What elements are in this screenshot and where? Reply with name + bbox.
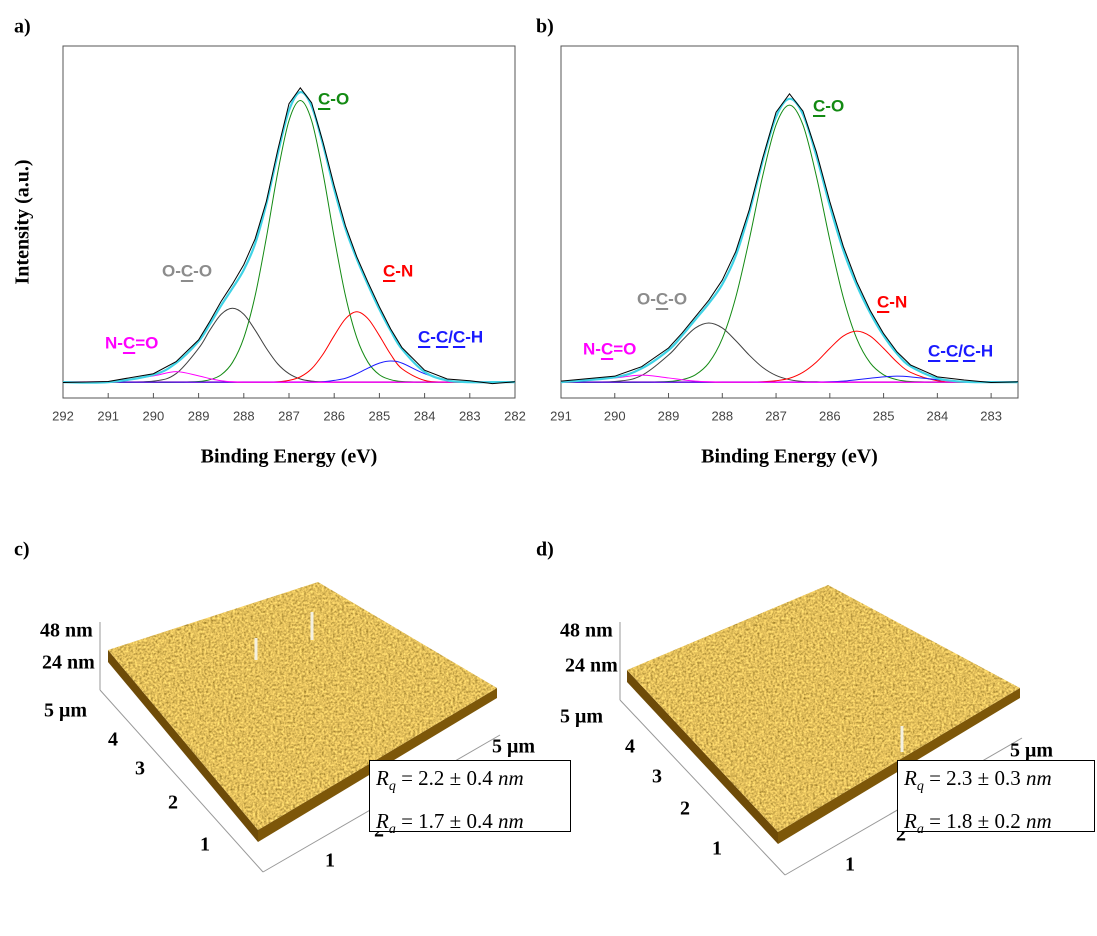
panel-label: d) <box>536 539 554 561</box>
roughness-subscript: a <box>916 822 924 838</box>
x-tick-label: 283 <box>459 408 481 423</box>
afm-surface <box>627 585 1020 832</box>
roughness-symbol: R <box>904 766 917 790</box>
roughness-subscript: a <box>388 822 396 838</box>
roughness-value: = 2.2 ± 0.4 <box>401 766 493 790</box>
y-axis-label: 1 <box>200 834 210 856</box>
component-label: O-C-O <box>637 289 687 308</box>
panel-label: b) <box>536 16 554 38</box>
afm-surface-edge <box>108 650 258 842</box>
z-axis-label: 48 nm <box>560 620 613 642</box>
roughness-subscript: q <box>388 779 396 795</box>
x-tick-label: 285 <box>369 408 391 423</box>
measured-line <box>62 87 516 385</box>
x-tick-label: 286 <box>819 408 841 423</box>
x-tick-label: 284 <box>414 408 436 423</box>
component-label: N-C=O <box>583 339 636 358</box>
x-tick-label: 287 <box>278 408 300 423</box>
roughness-value: = 1.7 ± 0.4 <box>401 809 493 834</box>
plot-frame <box>560 45 1019 399</box>
component-label: C-N <box>383 261 413 280</box>
roughness-symbol: R <box>904 809 917 834</box>
x-tick-label: 286 <box>323 408 345 423</box>
roughness-box: Rq = 2.2 ± 0.4 nm Ra = 1.7 ± 0.4 nm <box>369 760 571 837</box>
y-axis-label: 2 <box>168 792 178 814</box>
x-tick-label: 282 <box>504 408 526 423</box>
y-axis-label: 5 μm <box>44 700 87 722</box>
component-line <box>62 371 515 384</box>
x-axis-title: Binding Energy (eV) <box>701 446 878 468</box>
y-axis-label: 3 <box>135 758 145 780</box>
z-axis-label: 24 nm <box>42 652 95 674</box>
x-tick-label: 291 <box>97 408 119 423</box>
roughness-unit: nm <box>1025 766 1052 790</box>
roughness-value: = 2.3 ± 0.3 <box>929 766 1021 790</box>
y-axis-label: 4 <box>108 729 118 751</box>
afm-axis <box>99 689 264 873</box>
x-tick-label: 288 <box>711 408 733 423</box>
x-tick-label: 288 <box>233 408 255 423</box>
x-tick-label: 291 <box>550 408 572 423</box>
y-axis-label: 3 <box>652 766 662 788</box>
roughness-line: Rq = 2.3 ± 0.3 nm <box>904 761 1088 804</box>
afm-axis <box>619 699 786 876</box>
y-axis-label: 1 <box>712 838 722 860</box>
x-tick-label: 289 <box>658 408 680 423</box>
component-label: C-N <box>877 292 907 311</box>
component-label: C-O <box>813 96 844 115</box>
roughness-line: Rq = 2.2 ± 0.4 nm <box>376 761 564 804</box>
x-axis-label: 5 μm <box>492 736 535 758</box>
x-tick-label: 292 <box>52 408 74 423</box>
roughness-value: = 1.8 ± 0.2 <box>929 809 1021 834</box>
component-line <box>560 374 1018 383</box>
z-axis-label: 48 nm <box>40 620 93 642</box>
component-label: C-O <box>318 89 349 108</box>
component-label: N-C=O <box>105 333 158 352</box>
afm-surface-edge <box>627 670 778 844</box>
roughness-symbol: R <box>376 809 389 834</box>
afm-surface <box>108 582 497 830</box>
x-axis-label: 2 <box>896 824 906 846</box>
roughness-subscript: q <box>916 779 924 795</box>
measured-line <box>560 93 1019 384</box>
component-line <box>561 104 1018 383</box>
component-label: C-C/C-H <box>928 341 993 360</box>
roughness-line: Ra = 1.8 ± 0.2 nm <box>904 804 1088 847</box>
roughness-box: Rq = 2.3 ± 0.3 nm Ra = 1.8 ± 0.2 nm <box>897 760 1095 837</box>
component-label: O-C-O <box>162 261 212 280</box>
x-axis-label: 1 <box>325 850 335 872</box>
x-axis-label: 5 μm <box>1010 740 1053 762</box>
roughness-unit: nm <box>1025 809 1052 834</box>
x-tick-label: 290 <box>143 408 165 423</box>
component-label: C-C/C-H <box>418 327 483 346</box>
y-axis-label: 2 <box>680 798 690 820</box>
panel-label: c) <box>14 539 30 561</box>
x-tick-label: 283 <box>980 408 1002 423</box>
y-axis-label: 4 <box>625 736 635 758</box>
x-tick-label: 285 <box>873 408 895 423</box>
x-tick-label: 289 <box>188 408 210 423</box>
y-axis-title: Intensity (a.u.) <box>12 159 34 284</box>
x-tick-label: 284 <box>927 408 949 423</box>
y-axis-label: 5 μm <box>560 706 603 728</box>
roughness-symbol: R <box>376 766 389 790</box>
roughness-line: Ra = 1.7 ± 0.4 nm <box>376 804 564 847</box>
x-axis-label: 1 <box>845 854 855 876</box>
roughness-unit: nm <box>497 809 524 834</box>
x-tick-label: 287 <box>765 408 787 423</box>
x-axis-title: Binding Energy (eV) <box>201 446 378 468</box>
roughness-unit: nm <box>497 766 524 790</box>
x-tick-label: 290 <box>604 408 626 423</box>
z-axis-label: 24 nm <box>565 655 618 677</box>
panel-label: a) <box>14 16 31 38</box>
